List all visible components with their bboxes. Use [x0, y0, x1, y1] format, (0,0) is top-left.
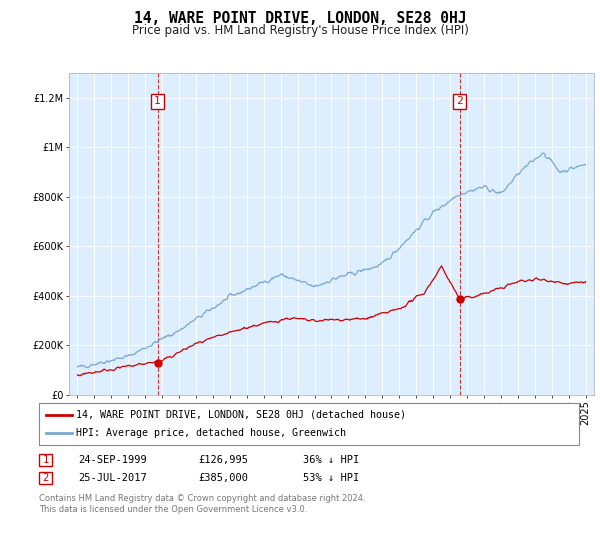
- Text: Price paid vs. HM Land Registry's House Price Index (HPI): Price paid vs. HM Land Registry's House …: [131, 24, 469, 36]
- Text: £126,995: £126,995: [198, 455, 248, 465]
- Text: 53% ↓ HPI: 53% ↓ HPI: [303, 473, 359, 483]
- Text: 14, WARE POINT DRIVE, LONDON, SE28 0HJ: 14, WARE POINT DRIVE, LONDON, SE28 0HJ: [134, 11, 466, 26]
- Text: 24-SEP-1999: 24-SEP-1999: [78, 455, 147, 465]
- Text: HPI: Average price, detached house, Greenwich: HPI: Average price, detached house, Gree…: [76, 428, 346, 438]
- Text: 1: 1: [43, 455, 49, 465]
- Text: 36% ↓ HPI: 36% ↓ HPI: [303, 455, 359, 465]
- Text: 25-JUL-2017: 25-JUL-2017: [78, 473, 147, 483]
- Text: £385,000: £385,000: [198, 473, 248, 483]
- Text: 2: 2: [456, 96, 463, 106]
- Text: 2: 2: [43, 473, 49, 483]
- Text: 14, WARE POINT DRIVE, LONDON, SE28 0HJ (detached house): 14, WARE POINT DRIVE, LONDON, SE28 0HJ (…: [76, 409, 406, 419]
- Text: 1: 1: [154, 96, 161, 106]
- Text: Contains HM Land Registry data © Crown copyright and database right 2024.
This d: Contains HM Land Registry data © Crown c…: [39, 494, 365, 514]
